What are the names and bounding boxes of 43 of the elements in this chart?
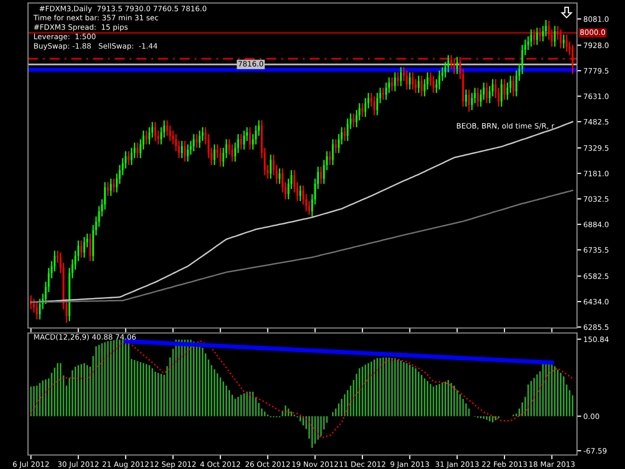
candlestick <box>352 112 354 128</box>
candlestick <box>512 75 514 97</box>
candlestick <box>240 133 242 150</box>
candlestick <box>504 78 506 100</box>
candlestick <box>36 302 38 320</box>
candlestick <box>364 97 366 118</box>
candlestick <box>397 72 399 87</box>
candlestick <box>249 126 251 150</box>
candlestick <box>539 27 541 42</box>
candlestick <box>438 70 440 90</box>
candlestick <box>465 88 467 108</box>
candlestick <box>107 182 109 196</box>
candlestick <box>219 147 222 168</box>
candlestick <box>400 66 402 87</box>
candlestick <box>214 144 216 166</box>
candlestick <box>533 28 535 46</box>
candlestick <box>456 56 458 75</box>
candlestick <box>536 27 538 46</box>
candlestick <box>432 75 434 94</box>
candlestick <box>391 76 393 92</box>
line-series <box>30 190 574 303</box>
candlestick <box>572 44 574 75</box>
candlestick <box>500 78 502 108</box>
candlestick <box>145 130 148 146</box>
candlestick <box>328 150 331 166</box>
candlestick <box>169 124 171 142</box>
candlestick <box>243 130 245 150</box>
candlestick <box>471 92 473 111</box>
candlestick <box>362 102 364 118</box>
candlestick <box>110 178 112 196</box>
candlestick <box>385 82 387 100</box>
candlestick <box>530 28 532 48</box>
candlestick <box>320 166 322 184</box>
candlestick <box>128 150 130 166</box>
candlestick <box>394 72 396 92</box>
line-series <box>30 121 574 303</box>
candlestick <box>136 142 138 159</box>
candlestick <box>278 168 280 184</box>
line-series <box>30 340 574 438</box>
candlestick <box>468 88 470 112</box>
candlestick <box>255 124 257 146</box>
candlestick <box>181 140 183 159</box>
candlestick <box>420 75 423 97</box>
